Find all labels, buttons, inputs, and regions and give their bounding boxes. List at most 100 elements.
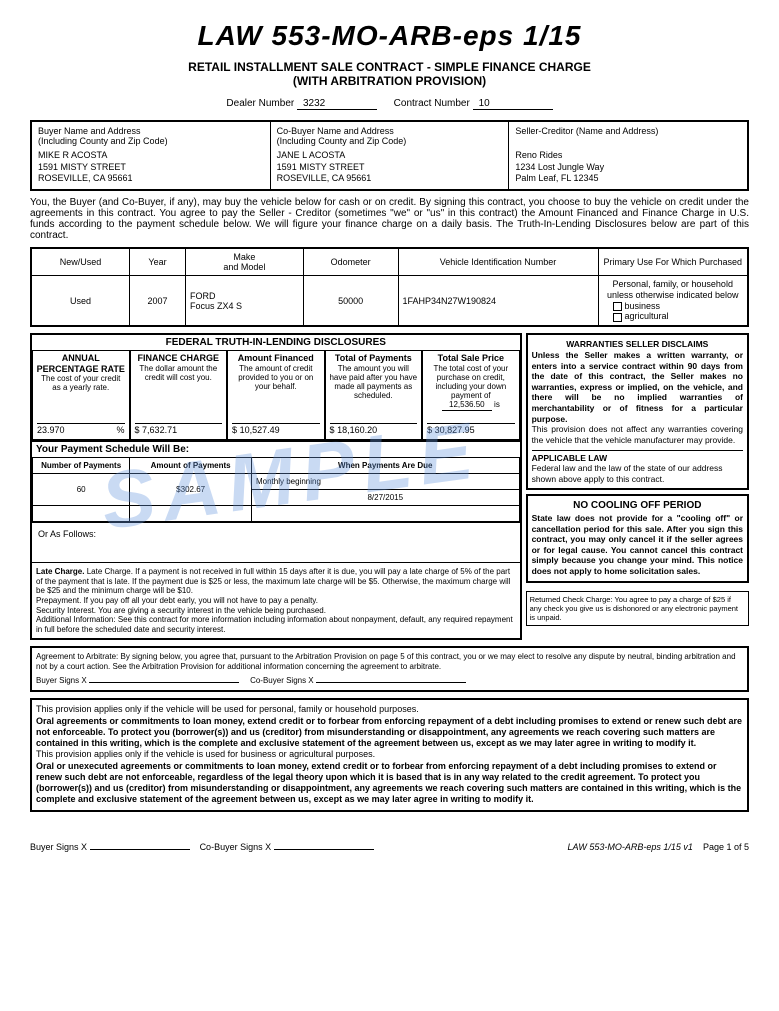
footer-page: Page 1 of 5 <box>703 842 749 852</box>
buyer-sublabel: (Including County and Zip Code) <box>38 136 264 146</box>
arb-buyer-signs-label: Buyer Signs X <box>36 676 87 685</box>
til-total-sale-price: Total Sale Price The total cost of your … <box>422 350 520 440</box>
warranties-body: Unless the Seller makes a written warran… <box>532 350 743 424</box>
th-year: Year <box>129 248 185 276</box>
cooling-off-box: NO COOLING OFF PERIOD State law does not… <box>526 494 749 582</box>
til-amount-financed: Amount Financed The amount of credit pro… <box>227 350 325 440</box>
form-code: 553-MO-ARB-eps 1/15 <box>272 20 582 51</box>
buyer-cell: Buyer Name and Address (Including County… <box>32 122 271 189</box>
til-af-pre: $ <box>232 425 237 435</box>
security-interest: Security Interest. You are giving a secu… <box>36 606 326 615</box>
schedule-title: Your Payment Schedule Will Be: <box>32 440 520 457</box>
warranties-note: This provision does not affect any warra… <box>532 424 743 445</box>
prepayment: Prepayment. If you pay off all your debt… <box>36 596 318 605</box>
contract-number-field[interactable]: 10 <box>473 98 553 110</box>
til-af-val: 10,527.49 <box>240 425 280 435</box>
til-tsp-h: Total Sale Price <box>438 353 504 363</box>
logo-prefix: LAW <box>198 20 263 51</box>
th-new-used: New/Used <box>31 248 129 276</box>
provision-bold2: Oral or unexecuted agreements or commitm… <box>36 761 743 806</box>
arb-cobuyer-sign-line[interactable] <box>316 682 466 683</box>
til-apr-suf: % <box>117 425 125 435</box>
th-primary-use: Primary Use For Which Purchased <box>598 248 748 276</box>
sched-n: 60 <box>33 474 130 506</box>
til-tsp-down: 12,536.50 <box>442 400 492 410</box>
applicable-law-title: APPLICABLE LAW <box>532 453 743 464</box>
footer-buyer-sign-line[interactable] <box>90 849 190 850</box>
arb-buyer-sign-line[interactable] <box>89 682 239 683</box>
seller-name: Reno Rides <box>515 150 741 162</box>
til-disclosures-box: FEDERAL TRUTH-IN-LENDING DISCLOSURES ANN… <box>30 333 522 640</box>
td-year: 2007 <box>129 276 185 327</box>
additional-info: Additional Information: See this contrac… <box>36 615 513 634</box>
cooling-body: State law does not provide for a "coolin… <box>532 513 743 577</box>
til-fc-pre: $ <box>135 425 140 435</box>
schedule-table: Number of Payments Amount of Payments Wh… <box>32 457 520 522</box>
arbitrate-body: Agreement to Arbitrate: By signing below… <box>36 652 743 672</box>
page-footer: Buyer Signs X Co-Buyer Signs X LAW 553-M… <box>30 842 749 852</box>
sched-h-w: When Payments Are Due <box>251 458 519 474</box>
td-vin: 1FAHP34N27W190824 <box>398 276 598 327</box>
primary-use-text: Personal, family, or household unless ot… <box>603 279 744 301</box>
th-make: Make and Model <box>186 248 304 276</box>
parties-row: Buyer Name and Address (Including County… <box>30 120 749 191</box>
provision-box: This provision applies only if the vehic… <box>30 698 749 811</box>
late-charge: Late Charge. Late Charge. If a payment i… <box>36 567 510 595</box>
business-checkbox[interactable] <box>613 302 622 311</box>
til-fc-val: 7,632.71 <box>142 425 177 435</box>
til-apr-val: 23.970 <box>37 425 65 435</box>
arbitrate-box: Agreement to Arbitrate: By signing below… <box>30 646 749 692</box>
til-apr: ANNUAL PERCENTAGE RATE The cost of your … <box>32 350 130 440</box>
dealer-contract-line: Dealer Number 3232 Contract Number 10 <box>30 98 749 110</box>
til-af-d: The amount of credit provided to you or … <box>238 364 313 391</box>
td-primary-use: Personal, family, or household unless ot… <box>598 276 748 327</box>
provision-bold1: Oral agreements or commitments to loan m… <box>36 716 743 750</box>
til-fc-h: FINANCE CHARGE <box>138 353 220 363</box>
cooling-title: NO COOLING OFF PERIOD <box>532 500 743 513</box>
buyer-label: Buyer Name and Address <box>38 126 264 136</box>
til-tp-d: The amount you will have paid after you … <box>329 364 417 401</box>
sched-a: $302.67 <box>130 474 252 506</box>
cobuyer-sublabel: (Including County and Zip Code) <box>277 136 503 146</box>
seller-street: 1234 Lost Jungle Way <box>515 162 741 174</box>
cb-business-label: business <box>625 301 661 311</box>
footer-cobuyer-sign-line[interactable] <box>274 849 374 850</box>
provision-line2: This provision applies only if the vehic… <box>36 749 743 760</box>
til-tsp-val: 30,827.95 <box>435 425 475 435</box>
til-total-payments: Total of Payments The amount you will ha… <box>325 350 423 440</box>
cobuyer-city: ROSEVILLE, CA 95661 <box>277 173 503 185</box>
til-tp-pre: $ <box>330 425 335 435</box>
seller-city: Palm Leaf, FL 12345 <box>515 173 741 185</box>
sched-h-n: Number of Payments <box>33 458 130 474</box>
vehicle-table: New/Used Year Make and Model Odometer Ve… <box>30 247 749 327</box>
warranties-box: WARRANTIES SELLER DISCLAIMS Unless the S… <box>526 333 749 490</box>
form-header: LAW 553-MO-ARB-eps 1/15 RETAIL INSTALLME… <box>30 20 749 88</box>
til-tp-val: 18,160.20 <box>337 425 377 435</box>
returned-check-box: Returned Check Charge: You agree to pay … <box>526 591 749 626</box>
applicable-law-body: Federal law and the law of the state of … <box>532 463 743 484</box>
cobuyer-street: 1591 MISTY STREET <box>277 162 503 174</box>
returned-check-text: Returned Check Charge: You agree to pay … <box>530 595 738 622</box>
footer-cobuyer-signs: Co-Buyer Signs X <box>200 842 272 852</box>
sched-w: 8/27/2015 <box>251 490 519 506</box>
cobuyer-label: Co-Buyer Name and Address <box>277 126 503 136</box>
til-fc-d: The dollar amount the credit will cost y… <box>139 364 217 382</box>
agricultural-checkbox[interactable] <box>613 313 622 322</box>
td-make: FORD Focus ZX4 S <box>186 276 304 327</box>
th-odometer: Odometer <box>303 248 398 276</box>
or-as-follows: Or As Follows: <box>32 522 520 562</box>
cobuyer-name: JANE L ACOSTA <box>277 150 503 162</box>
buyer-name: MIKE R ACOSTA <box>38 150 264 162</box>
provision-line1: This provision applies only if the vehic… <box>36 704 743 715</box>
til-title: FEDERAL TRUTH-IN-LENDING DISCLOSURES <box>32 335 520 350</box>
dealer-number-field[interactable]: 3232 <box>297 98 377 110</box>
dealer-label: Dealer Number <box>226 98 294 109</box>
cb-agricultural-label: agricultural <box>625 311 669 321</box>
til-tsp-pre: $ <box>427 425 432 435</box>
intro-paragraph: You, the Buyer (and Co-Buyer, if any), m… <box>30 197 749 241</box>
footer-buyer-signs: Buyer Signs X <box>30 842 87 852</box>
footer-form-ref: LAW 553-MO-ARB-eps 1/15 v1 <box>568 842 693 852</box>
cobuyer-cell: Co-Buyer Name and Address (Including Cou… <box>271 122 510 189</box>
til-finance-charge: FINANCE CHARGE The dollar amount the cre… <box>130 350 228 440</box>
sched-h-a: Amount of Payments <box>130 458 252 474</box>
